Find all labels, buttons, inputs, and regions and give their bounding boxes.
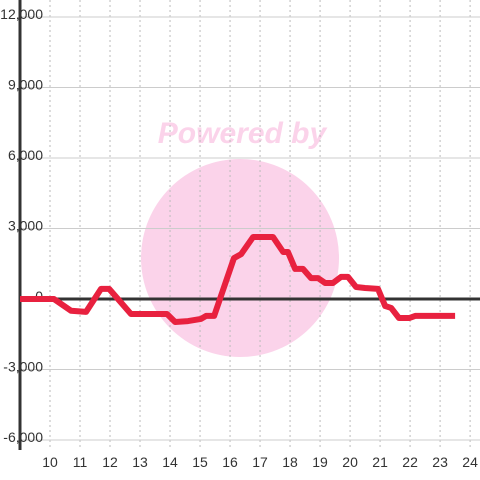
x-tick-label: 14 <box>162 454 178 470</box>
x-tick-label: 23 <box>432 454 448 470</box>
y-tick-label: 3,000 <box>8 218 43 234</box>
y-tick-label: -6,000 <box>3 429 43 445</box>
x-tick-label: 18 <box>282 454 298 470</box>
x-tick-label: 10 <box>42 454 58 470</box>
y-tick-label: -3,000 <box>3 359 43 375</box>
y-tick-label: 12,000 <box>0 6 43 22</box>
x-tick-label: 11 <box>73 454 88 470</box>
x-tick-label: 22 <box>402 454 418 470</box>
y-tick-label: 9,000 <box>8 77 43 93</box>
x-tick-label: 13 <box>132 454 148 470</box>
x-tick-label: 16 <box>222 454 238 470</box>
x-tick-label: 15 <box>192 454 208 470</box>
x-tick-label: 21 <box>372 454 388 470</box>
x-tick-label: 17 <box>252 454 268 470</box>
watermark: Powered by <box>158 117 328 150</box>
data-line <box>20 233 456 326</box>
x-tick-label: 12 <box>102 454 118 470</box>
x-tick-label: 20 <box>342 454 358 470</box>
x-tick-label: 24 <box>462 454 478 470</box>
y-tick-label: 6,000 <box>8 147 43 163</box>
x-tick-label: 19 <box>312 454 328 470</box>
